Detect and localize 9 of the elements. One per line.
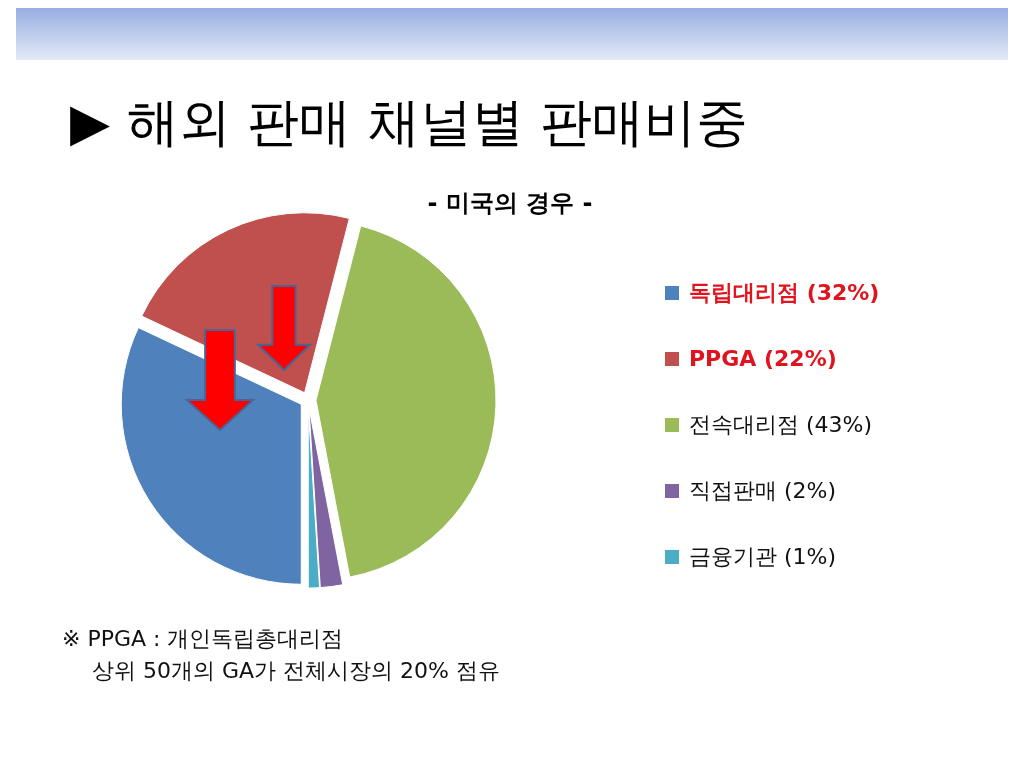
- chart-subtitle: - 미국의 경우 -: [427, 189, 593, 217]
- legend-label: 금융기관 (1%): [689, 544, 837, 569]
- text: ※ PPGA : 개인독립총대리점: [62, 626, 344, 651]
- legend-label: PPGA (22%): [689, 346, 837, 371]
- legend-label: 독립대리점 (32%): [689, 280, 880, 305]
- chart-title: ▶ 해외 판매 채널별 판매비중: [70, 92, 749, 152]
- legend-label: 전속대리점 (43%): [689, 412, 873, 437]
- legend-label: 직접판매 (2%): [689, 478, 837, 503]
- text: 상위 50개의 GA가 전체시장의 20% 점유: [92, 658, 500, 683]
